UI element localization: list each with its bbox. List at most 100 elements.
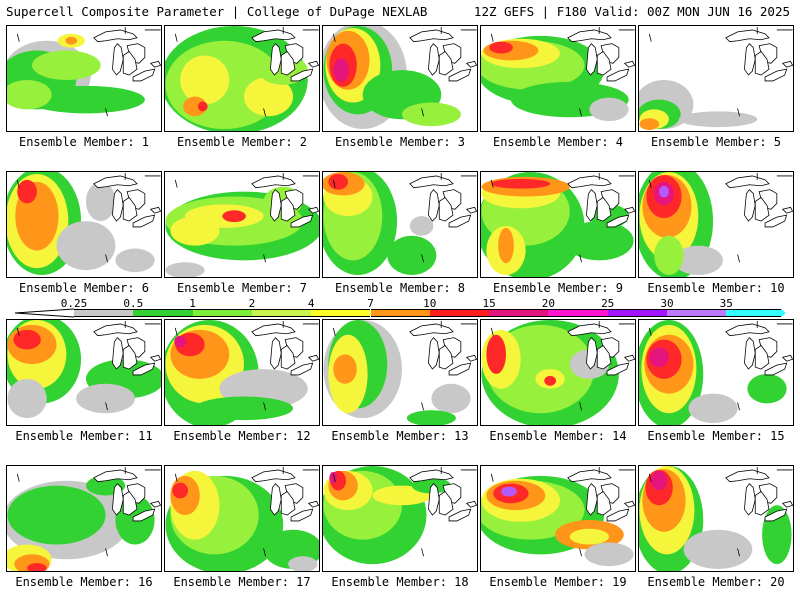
scp-contour-green (194, 396, 294, 421)
ensemble-panel: Ensemble Member: 14 (480, 319, 636, 448)
colorbar-segment (311, 309, 371, 317)
member-label: Ensemble Member: 2 (176, 135, 308, 149)
scp-contour-green (406, 410, 456, 425)
great-lakes-outline (490, 466, 635, 557)
colorbar-tick-label: 7 (367, 297, 374, 310)
scp-contour-gray (7, 378, 47, 419)
scp-contour-magenta (333, 58, 349, 82)
scp-contour-red (197, 101, 208, 112)
member-label: Ensemble Member: 6 (18, 281, 150, 295)
member-label: Ensemble Member: 16 (15, 575, 153, 589)
scp-contour-lightgreen (401, 102, 461, 127)
scp-contour-green (27, 85, 145, 114)
colorbar-tick-label: 15 (482, 297, 496, 310)
colorbar-segment (370, 309, 430, 317)
scp-contour-gray (688, 393, 738, 424)
colorbar-tick-label: 25 (601, 297, 615, 310)
member-label: Ensemble Member: 11 (15, 429, 153, 443)
colorbar-segment (192, 309, 252, 317)
colorbar-segment (489, 309, 549, 317)
ensemble-panel: Ensemble Member: 19 (480, 465, 636, 594)
member-label: Ensemble Member: 4 (492, 135, 624, 149)
great-lakes-outline (332, 26, 477, 117)
scp-contour-red (544, 375, 557, 386)
colorbar-low-arrow-outline (14, 308, 74, 318)
ensemble-panel: Ensemble Member: 11 (6, 319, 162, 448)
colorbar-tick-label: 35 (719, 297, 733, 310)
scp-contour-gray (683, 529, 753, 570)
scp-contour-gray (56, 221, 116, 271)
member-label: Ensemble Member: 18 (331, 575, 469, 589)
great-lakes-outline (490, 320, 635, 411)
ensemble-panel: Ensemble Member: 9 (480, 171, 636, 300)
scp-contour-gray (678, 111, 758, 128)
member-label: Ensemble Member: 20 (647, 575, 785, 589)
member-label: Ensemble Member: 7 (176, 281, 308, 295)
scp-map (164, 319, 320, 426)
member-label: Ensemble Member: 17 (173, 575, 311, 589)
colorbar-segment (251, 309, 312, 317)
scp-contour-green (564, 221, 634, 261)
scp-contour-orange (498, 227, 514, 264)
scp-contour-orange (333, 354, 357, 384)
ensemble-panel: Ensemble Member: 13 (322, 319, 478, 448)
scp-contour-red (17, 179, 37, 204)
scp-map (164, 25, 320, 132)
scp-contour-gray (165, 262, 205, 277)
scp-map (6, 465, 162, 572)
member-label: Ensemble Member: 3 (334, 135, 466, 149)
scp-map (480, 171, 636, 278)
scp-contour-magenta (651, 470, 667, 491)
scp-contour-gray (85, 181, 116, 222)
colorbar-high-arrow (780, 309, 786, 317)
ensemble-panel: Ensemble Member: 2 (164, 25, 320, 154)
scp-map (164, 465, 320, 572)
great-lakes-outline (332, 320, 477, 411)
colorbar-tick-label: 4 (307, 297, 315, 310)
ensemble-panel: Ensemble Member: 3 (322, 25, 478, 154)
scp-contour-purple (501, 486, 517, 497)
scp-map (638, 465, 794, 572)
ensemble-panel: Ensemble Member: 20 (638, 465, 794, 594)
scp-contour-red (27, 563, 47, 571)
member-label: Ensemble Member: 19 (489, 575, 627, 589)
scp-contour-green (411, 477, 452, 494)
great-lakes-outline (16, 26, 161, 117)
run-info: 12Z GEFS | F180 Valid: 00Z MON JUN 16 20… (473, 4, 790, 19)
scp-map (6, 25, 162, 132)
member-label: Ensemble Member: 5 (650, 135, 782, 149)
colorbar-segment (429, 309, 490, 317)
great-lakes-outline (332, 466, 477, 557)
scp-map (638, 171, 794, 278)
scp-map (322, 465, 478, 572)
great-lakes-outline (174, 26, 319, 117)
great-lakes-outline (490, 172, 635, 263)
product-title: Supercell Composite Parameter | College … (6, 4, 428, 19)
colorbar-segment (667, 309, 727, 317)
scp-contour-purple (659, 185, 669, 198)
scp-contour-red (486, 334, 506, 374)
great-lakes-outline (174, 466, 319, 557)
ensemble-panel: Ensemble Member: 15 (638, 319, 794, 448)
ensemble-panel: Ensemble Member: 6 (6, 171, 162, 300)
scp-contour-red (328, 173, 348, 190)
scp-contour-lightgreen (7, 79, 52, 110)
ensemble-panel: Ensemble Member: 10 (638, 171, 794, 300)
colorbar-tick-label: 0.5 (123, 297, 144, 310)
member-label: Ensemble Member: 8 (334, 281, 466, 295)
scp-map (480, 319, 636, 426)
ensemble-panel: Ensemble Member: 4 (480, 25, 636, 154)
great-lakes-outline (16, 466, 161, 557)
colorbar-segment (133, 309, 193, 317)
colorbar-tick-label: 20 (541, 297, 556, 310)
scp-contour-red (172, 482, 189, 499)
great-lakes-outline (174, 172, 319, 263)
scp-contour-gray (589, 97, 629, 122)
scp-contour-yellow (170, 216, 220, 246)
scp-map (322, 171, 478, 278)
scp-contour-red (491, 178, 551, 189)
colorbar-tick-label: 0.25 (60, 297, 88, 310)
scp-map (6, 171, 162, 278)
colorbar-segment (74, 309, 134, 317)
scp-contour-green (387, 235, 437, 276)
